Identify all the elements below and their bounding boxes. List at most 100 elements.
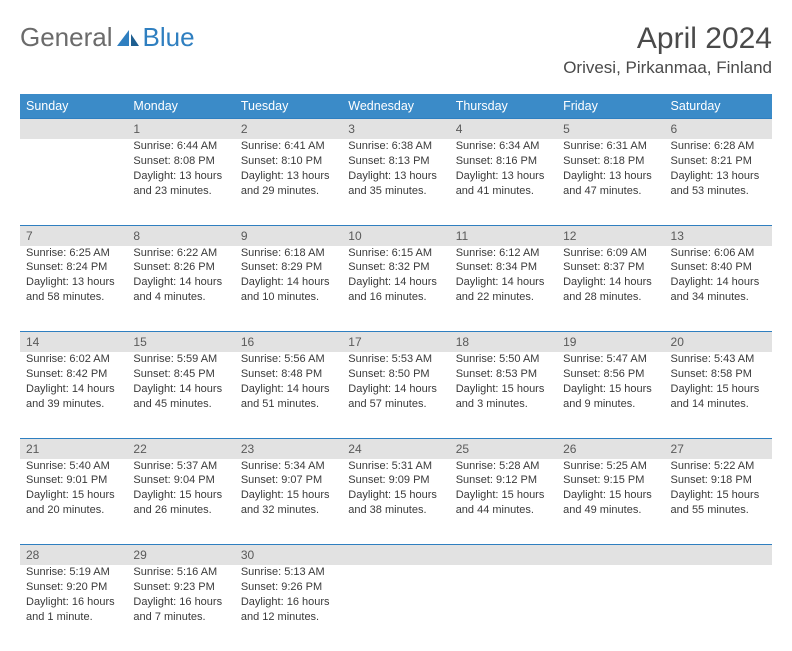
daylight-text: Daylight: 14 hours and 57 minutes. [348,382,443,412]
day-cell [342,565,449,651]
sunrise-text: Sunrise: 6:28 AM [671,139,766,154]
sunset-text: Sunset: 8:40 PM [671,260,766,275]
location-subtitle: Orivesi, Pirkanmaa, Finland [563,58,772,78]
daylight-text: Daylight: 16 hours and 7 minutes. [133,595,228,625]
daynum-cell: 28 [20,545,127,566]
daynum-cell: 21 [20,438,127,459]
sunrise-text: Sunrise: 5:22 AM [671,459,766,474]
day-cell: Sunrise: 5:53 AMSunset: 8:50 PMDaylight:… [342,352,449,438]
daylight-text: Daylight: 14 hours and 10 minutes. [241,275,336,305]
day-cell: Sunrise: 6:34 AMSunset: 8:16 PMDaylight:… [450,139,557,225]
day-cell [665,565,772,651]
sunset-text: Sunset: 8:56 PM [563,367,658,382]
dow-thu: Thursday [450,94,557,119]
sunset-text: Sunset: 8:29 PM [241,260,336,275]
day-cell: Sunrise: 6:18 AMSunset: 8:29 PMDaylight:… [235,246,342,332]
daylight-text: Daylight: 14 hours and 22 minutes. [456,275,551,305]
sail-icon [115,28,141,48]
sunrise-text: Sunrise: 6:31 AM [563,139,658,154]
daynum-cell: 14 [20,332,127,353]
sunrise-text: Sunrise: 5:34 AM [241,459,336,474]
sunset-text: Sunset: 9:23 PM [133,580,228,595]
day-cell: Sunrise: 6:15 AMSunset: 8:32 PMDaylight:… [342,246,449,332]
daynum-cell: 4 [450,119,557,140]
daylight-text: Daylight: 15 hours and 44 minutes. [456,488,551,518]
sunrise-text: Sunrise: 5:37 AM [133,459,228,474]
day-cell: Sunrise: 5:59 AMSunset: 8:45 PMDaylight:… [127,352,234,438]
day-cell: Sunrise: 6:25 AMSunset: 8:24 PMDaylight:… [20,246,127,332]
daynum-cell: 9 [235,225,342,246]
daynum-cell [20,119,127,140]
daynum-row: 282930 [20,545,772,566]
daynum-cell: 20 [665,332,772,353]
content-row: Sunrise: 5:40 AMSunset: 9:01 PMDaylight:… [20,459,772,545]
dow-fri: Friday [557,94,664,119]
day-cell: Sunrise: 5:34 AMSunset: 9:07 PMDaylight:… [235,459,342,545]
sunrise-text: Sunrise: 6:18 AM [241,246,336,261]
daylight-text: Daylight: 13 hours and 35 minutes. [348,169,443,199]
daylight-text: Daylight: 13 hours and 41 minutes. [456,169,551,199]
daynum-cell: 3 [342,119,449,140]
daylight-text: Daylight: 15 hours and 32 minutes. [241,488,336,518]
sunset-text: Sunset: 9:09 PM [348,473,443,488]
daylight-text: Daylight: 14 hours and 16 minutes. [348,275,443,305]
day-cell [557,565,664,651]
daynum-cell: 6 [665,119,772,140]
daylight-text: Daylight: 15 hours and 26 minutes. [133,488,228,518]
sunrise-text: Sunrise: 5:31 AM [348,459,443,474]
daynum-cell: 2 [235,119,342,140]
daylight-text: Daylight: 13 hours and 53 minutes. [671,169,766,199]
sunset-text: Sunset: 8:58 PM [671,367,766,382]
sunset-text: Sunset: 8:32 PM [348,260,443,275]
brand-word2: Blue [143,22,195,53]
sunrise-text: Sunrise: 6:12 AM [456,246,551,261]
day-cell: Sunrise: 5:19 AMSunset: 9:20 PMDaylight:… [20,565,127,651]
daynum-cell: 22 [127,438,234,459]
sunset-text: Sunset: 8:21 PM [671,154,766,169]
sunrise-text: Sunrise: 6:06 AM [671,246,766,261]
daylight-text: Daylight: 15 hours and 3 minutes. [456,382,551,412]
sunset-text: Sunset: 9:04 PM [133,473,228,488]
sunset-text: Sunset: 8:42 PM [26,367,121,382]
day-cell: Sunrise: 5:50 AMSunset: 8:53 PMDaylight:… [450,352,557,438]
daynum-cell: 24 [342,438,449,459]
daylight-text: Daylight: 14 hours and 39 minutes. [26,382,121,412]
daylight-text: Daylight: 13 hours and 47 minutes. [563,169,658,199]
day-cell: Sunrise: 6:31 AMSunset: 8:18 PMDaylight:… [557,139,664,225]
sunset-text: Sunset: 9:26 PM [241,580,336,595]
daylight-text: Daylight: 13 hours and 23 minutes. [133,169,228,199]
daynum-cell: 27 [665,438,772,459]
sunset-text: Sunset: 8:18 PM [563,154,658,169]
sunrise-text: Sunrise: 6:44 AM [133,139,228,154]
content-row: Sunrise: 5:19 AMSunset: 9:20 PMDaylight:… [20,565,772,651]
daylight-text: Daylight: 16 hours and 1 minute. [26,595,121,625]
day-cell: Sunrise: 6:06 AMSunset: 8:40 PMDaylight:… [665,246,772,332]
sunset-text: Sunset: 8:26 PM [133,260,228,275]
sunrise-text: Sunrise: 6:09 AM [563,246,658,261]
daynum-cell: 15 [127,332,234,353]
sunrise-text: Sunrise: 5:53 AM [348,352,443,367]
content-row: Sunrise: 6:02 AMSunset: 8:42 PMDaylight:… [20,352,772,438]
sunrise-text: Sunrise: 5:25 AM [563,459,658,474]
day-cell: Sunrise: 5:40 AMSunset: 9:01 PMDaylight:… [20,459,127,545]
daynum-row: 14151617181920 [20,332,772,353]
sunset-text: Sunset: 8:37 PM [563,260,658,275]
daylight-text: Daylight: 13 hours and 29 minutes. [241,169,336,199]
sunset-text: Sunset: 9:15 PM [563,473,658,488]
title-block: April 2024 Orivesi, Pirkanmaa, Finland [563,22,772,78]
daynum-cell: 5 [557,119,664,140]
daylight-text: Daylight: 15 hours and 14 minutes. [671,382,766,412]
day-cell: Sunrise: 6:09 AMSunset: 8:37 PMDaylight:… [557,246,664,332]
day-cell: Sunrise: 6:12 AMSunset: 8:34 PMDaylight:… [450,246,557,332]
sunrise-text: Sunrise: 6:41 AM [241,139,336,154]
daynum-cell [450,545,557,566]
daynum-cell: 29 [127,545,234,566]
day-cell: Sunrise: 5:16 AMSunset: 9:23 PMDaylight:… [127,565,234,651]
sunrise-text: Sunrise: 5:13 AM [241,565,336,580]
sunset-text: Sunset: 8:50 PM [348,367,443,382]
daynum-cell: 30 [235,545,342,566]
daynum-cell: 16 [235,332,342,353]
daynum-cell: 12 [557,225,664,246]
sunset-text: Sunset: 8:13 PM [348,154,443,169]
day-cell: Sunrise: 6:28 AMSunset: 8:21 PMDaylight:… [665,139,772,225]
